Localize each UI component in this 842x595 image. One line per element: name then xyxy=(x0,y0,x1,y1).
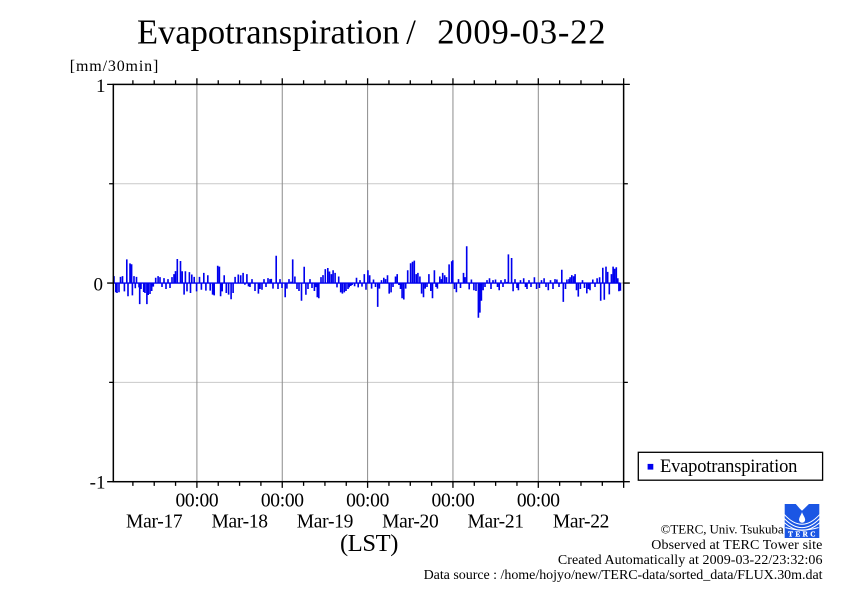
svg-text:Observed at TERC Tower site: Observed at TERC Tower site xyxy=(651,538,822,553)
svg-text:(LST): (LST) xyxy=(340,530,398,557)
svg-text:00:00: 00:00 xyxy=(517,491,560,512)
svg-text:Created Automatically at 2009-: Created Automatically at 2009-03-22/23:3… xyxy=(558,553,823,568)
svg-text:00:00: 00:00 xyxy=(346,491,389,512)
svg-text:00:00: 00:00 xyxy=(175,491,218,512)
svg-text:Mar-22: Mar-22 xyxy=(553,512,609,533)
svg-text:©TERC, Univ. Tsukuba: ©TERC, Univ. Tsukuba xyxy=(661,522,784,537)
svg-text:Evapotranspiration/2009-03-22: Evapotranspiration/2009-03-22 xyxy=(137,14,606,52)
svg-text:Mar-17: Mar-17 xyxy=(126,512,183,533)
svg-text:Mar-21: Mar-21 xyxy=(467,512,523,533)
svg-text:-1: -1 xyxy=(90,473,106,494)
svg-text:0: 0 xyxy=(94,274,104,295)
svg-text:Evapotranspiration: Evapotranspiration xyxy=(660,457,797,477)
svg-text:1: 1 xyxy=(96,76,106,97)
svg-text:Mar-19: Mar-19 xyxy=(297,512,353,533)
svg-text:TERC: TERC xyxy=(788,530,818,538)
svg-text:[mm/30min]: [mm/30min] xyxy=(70,58,159,75)
svg-text:Mar-18: Mar-18 xyxy=(211,512,267,533)
svg-text:00:00: 00:00 xyxy=(261,491,304,512)
svg-text:Data source : /home/hojyo/new/: Data source : /home/hojyo/new/TERC-data/… xyxy=(424,568,823,583)
svg-text:00:00: 00:00 xyxy=(432,491,475,512)
svg-text:Mar-20: Mar-20 xyxy=(382,512,438,533)
